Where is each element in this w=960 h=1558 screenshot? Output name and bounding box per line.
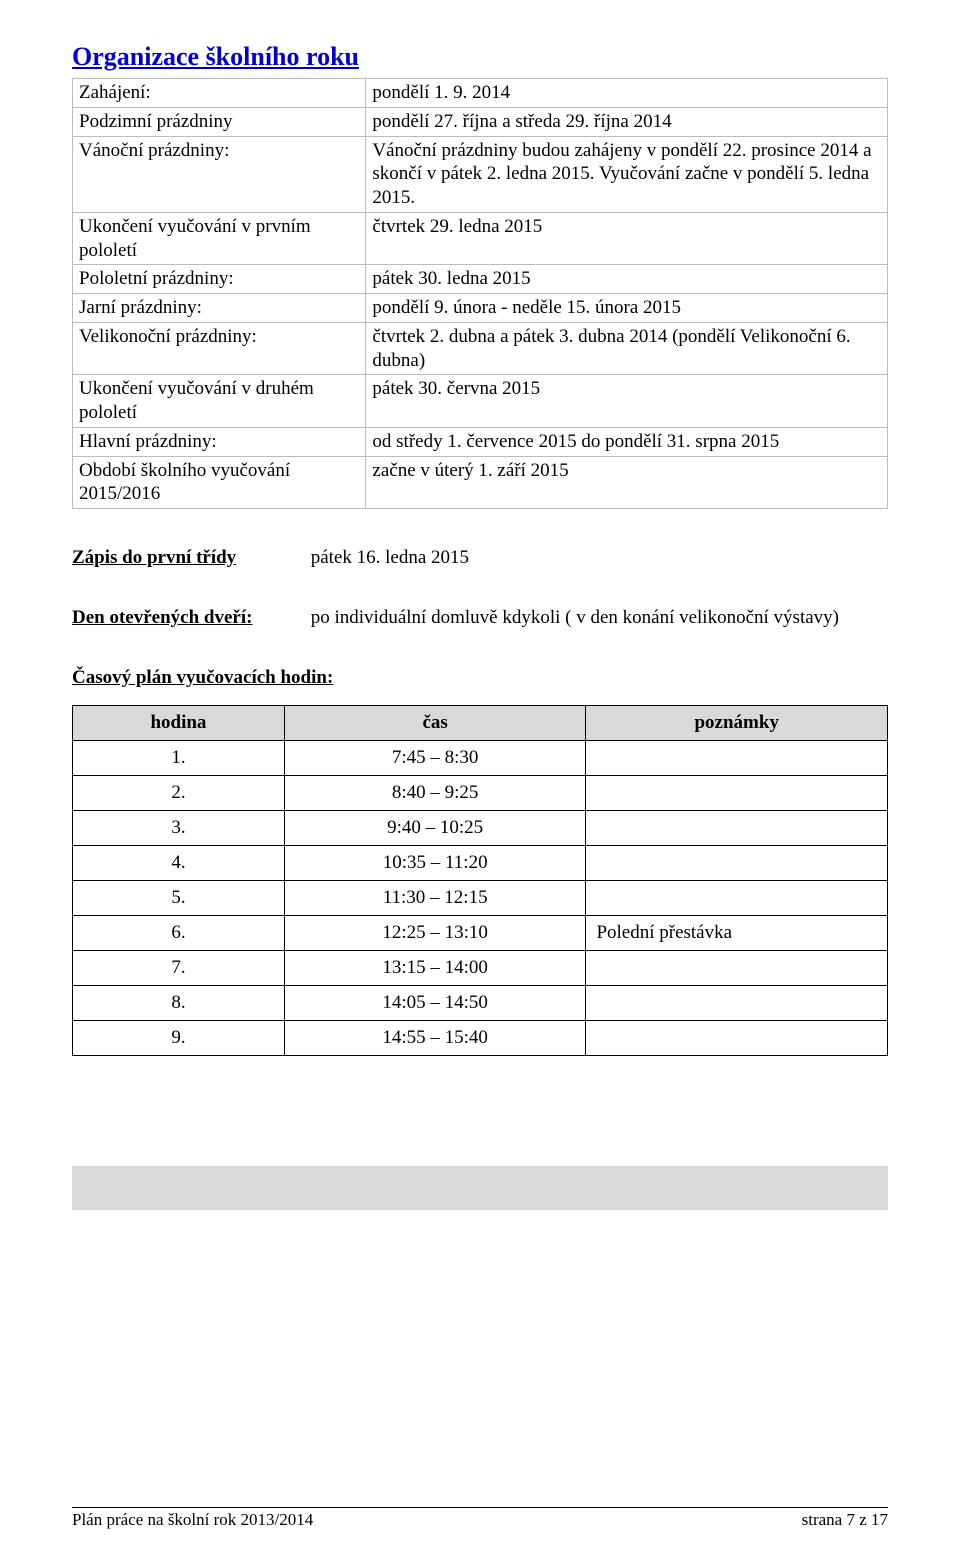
hours-heading: Časový plán vyučovacích hodin: — [72, 667, 888, 689]
org-table: Zahájení:pondělí 1. 9. 2014Podzimní práz… — [72, 78, 888, 509]
org-row-label: Vánoční prázdniny: — [73, 136, 366, 212]
hours-row-time: 7:45 – 8:30 — [284, 741, 586, 776]
hours-row: 1.7:45 – 8:30 — [73, 741, 888, 776]
otevrene-dveri-label: Den otevřených dveří: — [72, 607, 282, 629]
hours-row: 7.13:15 – 14:00 — [73, 951, 888, 986]
org-row-value: pondělí 27. října a středa 29. října 201… — [366, 107, 888, 136]
hours-header-row: hodina čas poznámky — [73, 706, 888, 741]
footer-left: Plán práce na školní rok 2013/2014 — [72, 1510, 313, 1530]
hours-row-num: 7. — [73, 951, 285, 986]
gray-bar — [72, 1166, 888, 1210]
footer-right: strana 7 z 17 — [802, 1510, 888, 1530]
org-row-label: Podzimní prázdniny — [73, 107, 366, 136]
page-title: Organizace školního roku — [72, 42, 888, 72]
hours-row-time: 10:35 – 11:20 — [284, 846, 586, 881]
hours-row-time: 14:55 – 15:40 — [284, 1021, 586, 1056]
footer: Plán práce na školní rok 2013/2014 stran… — [72, 1507, 888, 1530]
hours-row-note — [586, 776, 888, 811]
org-row-value: čtvrtek 2. dubna a pátek 3. dubna 2014 (… — [366, 322, 888, 375]
hours-row-num: 5. — [73, 881, 285, 916]
org-row: Zahájení:pondělí 1. 9. 2014 — [73, 79, 888, 108]
org-row: Ukončení vyučování v prvním pololetíčtvr… — [73, 212, 888, 265]
org-row: Hlavní prázdniny:od středy 1. července 2… — [73, 427, 888, 456]
org-row-label: Ukončení vyučování v prvním pololetí — [73, 212, 366, 265]
org-row-value: pondělí 1. 9. 2014 — [366, 79, 888, 108]
hours-header-cas: čas — [284, 706, 586, 741]
hours-header-hodina: hodina — [73, 706, 285, 741]
org-row: Pololetní prázdniny:pátek 30. ledna 2015 — [73, 265, 888, 294]
org-row-value: pátek 30. června 2015 — [366, 375, 888, 428]
hours-row: 3.9:40 – 10:25 — [73, 811, 888, 846]
hours-row: 2.8:40 – 9:25 — [73, 776, 888, 811]
hours-row-time: 12:25 – 13:10 — [284, 916, 586, 951]
hours-row: 6.12:25 – 13:10Polední přestávka — [73, 916, 888, 951]
hours-row-note — [586, 986, 888, 1021]
hours-row-note — [586, 811, 888, 846]
hours-row-note — [586, 1021, 888, 1056]
org-row-label: Jarní prázdniny: — [73, 294, 366, 323]
hours-row-num: 9. — [73, 1021, 285, 1056]
hours-row-note — [586, 881, 888, 916]
org-row-label: Ukončení vyučování v druhém pololetí — [73, 375, 366, 428]
hours-row: 8.14:05 – 14:50 — [73, 986, 888, 1021]
org-row: Období školního vyučování 2015/2016začne… — [73, 456, 888, 509]
hours-row-num: 8. — [73, 986, 285, 1021]
org-row-value: čtvrtek 29. ledna 2015 — [366, 212, 888, 265]
org-row-value: začne v úterý 1. září 2015 — [366, 456, 888, 509]
org-row-label: Hlavní prázdniny: — [73, 427, 366, 456]
hours-row-note: Polední přestávka — [586, 916, 888, 951]
org-row-value: od středy 1. července 2015 do pondělí 31… — [366, 427, 888, 456]
hours-row-time: 9:40 – 10:25 — [284, 811, 586, 846]
org-row: Vánoční prázdniny:Vánoční prázdniny budo… — [73, 136, 888, 212]
org-row-value: pondělí 9. února - neděle 15. února 2015 — [366, 294, 888, 323]
zapis-value: pátek 16. ledna 2015 — [311, 547, 469, 569]
org-row: Podzimní prázdninypondělí 27. října a st… — [73, 107, 888, 136]
org-row: Velikonoční prázdniny:čtvrtek 2. dubna a… — [73, 322, 888, 375]
org-row-label: Zahájení: — [73, 79, 366, 108]
org-row-value: Vánoční prázdniny budou zahájeny v pondě… — [366, 136, 888, 212]
hours-row-num: 6. — [73, 916, 285, 951]
hours-row-num: 1. — [73, 741, 285, 776]
hours-header-poznamky: poznámky — [586, 706, 888, 741]
hours-row-num: 3. — [73, 811, 285, 846]
hours-row-num: 2. — [73, 776, 285, 811]
org-row-label: Velikonoční prázdniny: — [73, 322, 366, 375]
hours-row: 9.14:55 – 15:40 — [73, 1021, 888, 1056]
hours-row: 4.10:35 – 11:20 — [73, 846, 888, 881]
hours-row-time: 8:40 – 9:25 — [284, 776, 586, 811]
hours-row-time: 14:05 – 14:50 — [284, 986, 586, 1021]
zapis-label: Zápis do první třídy — [72, 547, 282, 569]
hours-row-note — [586, 846, 888, 881]
hours-row: 5.11:30 – 12:15 — [73, 881, 888, 916]
org-row-label: Období školního vyučování 2015/2016 — [73, 456, 366, 509]
zapis-line: Zápis do první třídy pátek 16. ledna 201… — [72, 547, 888, 569]
org-row: Jarní prázdniny:pondělí 9. února - neděl… — [73, 294, 888, 323]
otevrene-dveri-value: po individuální domluvě kdykoli ( v den … — [311, 607, 839, 629]
otevrene-dveri-line: Den otevřených dveří: po individuální do… — [72, 607, 888, 629]
footer-rule — [72, 1507, 888, 1508]
hours-row-num: 4. — [73, 846, 285, 881]
hours-row-note — [586, 951, 888, 986]
hours-row-note — [586, 741, 888, 776]
hours-row-time: 13:15 – 14:00 — [284, 951, 586, 986]
org-row: Ukončení vyučování v druhém pololetípáte… — [73, 375, 888, 428]
hours-table: hodina čas poznámky 1.7:45 – 8:302.8:40 … — [72, 705, 888, 1056]
hours-row-time: 11:30 – 12:15 — [284, 881, 586, 916]
org-row-label: Pololetní prázdniny: — [73, 265, 366, 294]
org-row-value: pátek 30. ledna 2015 — [366, 265, 888, 294]
